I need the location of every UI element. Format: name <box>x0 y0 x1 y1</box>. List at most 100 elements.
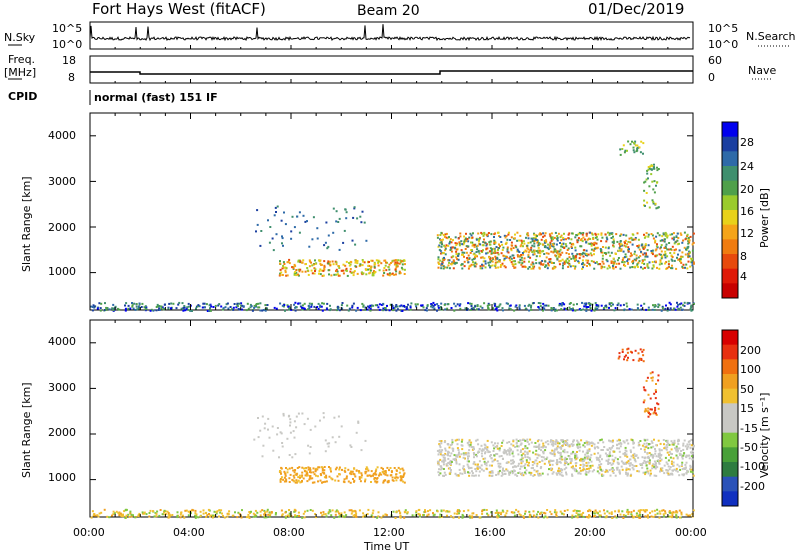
range-cell <box>440 440 443 442</box>
range-cell <box>371 512 374 515</box>
range-cell <box>654 464 657 467</box>
date-label: 01/Dec/2019 <box>588 0 685 18</box>
range-cell <box>617 509 620 512</box>
range-cell <box>530 471 533 474</box>
range-cell <box>615 262 618 265</box>
range-cell <box>469 232 472 235</box>
range-cell <box>507 233 510 236</box>
range-cell <box>455 256 458 259</box>
range-cell <box>626 351 629 354</box>
range-cell <box>537 246 540 249</box>
range-cell <box>612 245 615 248</box>
range-cell <box>457 474 460 477</box>
range-cell <box>350 271 353 274</box>
range-cell <box>692 509 695 512</box>
range-cell <box>491 257 494 260</box>
range-cell <box>395 309 398 312</box>
range-cell <box>632 359 635 362</box>
range-cell <box>660 309 663 312</box>
range-cell <box>590 309 593 312</box>
range-cell <box>469 302 471 305</box>
range-cell <box>596 246 599 249</box>
range-cell <box>566 249 569 251</box>
range-cell <box>275 307 278 310</box>
range-cell <box>337 515 340 518</box>
range-cell <box>182 306 185 309</box>
range-cell <box>524 307 527 310</box>
range-cell <box>361 302 364 305</box>
range-cell <box>397 466 400 469</box>
range-cell <box>483 302 486 305</box>
range-cell <box>336 305 339 308</box>
range-cell <box>608 447 611 450</box>
range-cell <box>590 460 593 463</box>
range-cell <box>489 471 492 474</box>
range-cell <box>670 472 672 475</box>
range-cell <box>456 303 459 306</box>
range-cell <box>488 264 490 267</box>
range-cell <box>205 516 208 518</box>
range-cell <box>477 443 480 446</box>
range-cell <box>279 471 282 474</box>
range-cell <box>278 456 280 459</box>
range-cell <box>533 242 536 245</box>
range-cell <box>550 460 553 462</box>
range-cell <box>397 259 400 262</box>
range-cell <box>652 188 655 191</box>
range-cell <box>395 270 398 273</box>
range-cell <box>635 254 638 257</box>
range-cell <box>144 308 147 311</box>
range-cell <box>365 466 368 469</box>
range-cell <box>654 239 657 242</box>
range-cell <box>633 253 636 256</box>
range-cell <box>677 439 680 442</box>
range-cell <box>274 513 277 516</box>
range-cell <box>272 449 275 452</box>
range-cell <box>367 268 369 271</box>
range-cell <box>451 438 454 441</box>
range-cell <box>355 309 358 312</box>
range-cell <box>559 451 562 454</box>
range-cell <box>638 516 641 519</box>
range-cell <box>398 509 401 512</box>
range-cell <box>256 511 259 514</box>
range-cell <box>648 459 651 462</box>
range-cell <box>390 474 393 477</box>
range-cell <box>607 462 610 465</box>
range-cell <box>587 253 590 256</box>
range-cell <box>361 264 364 267</box>
range-cell <box>127 304 130 307</box>
range-cell <box>293 273 296 276</box>
range-cell <box>599 454 602 457</box>
range-cell <box>284 474 287 477</box>
range-cell <box>257 436 260 439</box>
range-cell <box>640 463 643 466</box>
range-cell <box>533 253 536 256</box>
range-cell <box>542 442 545 445</box>
range-cell <box>556 251 559 254</box>
range-cell <box>643 457 646 460</box>
range-cell <box>658 454 661 457</box>
nsky-tick-top: 10^5 <box>52 22 83 35</box>
range-cell <box>532 267 535 270</box>
range-cell <box>385 471 387 474</box>
range-cell <box>619 456 622 459</box>
range-cell <box>563 442 566 445</box>
range-cell <box>678 465 681 468</box>
range-cell <box>626 472 629 475</box>
range-cell <box>491 470 494 473</box>
range-cell <box>476 438 479 441</box>
range-cell <box>149 509 152 512</box>
range-cell <box>609 254 612 257</box>
range-cell <box>539 232 542 235</box>
velocity-ytick-2000: 2000 <box>48 426 76 439</box>
range-cell <box>653 180 656 183</box>
range-cell <box>483 238 485 241</box>
range-cell <box>394 476 397 479</box>
range-cell <box>555 447 558 450</box>
range-cell <box>646 452 649 454</box>
colorbar-segment <box>722 418 738 434</box>
range-cell <box>491 464 493 467</box>
range-cell <box>537 306 540 308</box>
range-cell <box>500 252 503 255</box>
